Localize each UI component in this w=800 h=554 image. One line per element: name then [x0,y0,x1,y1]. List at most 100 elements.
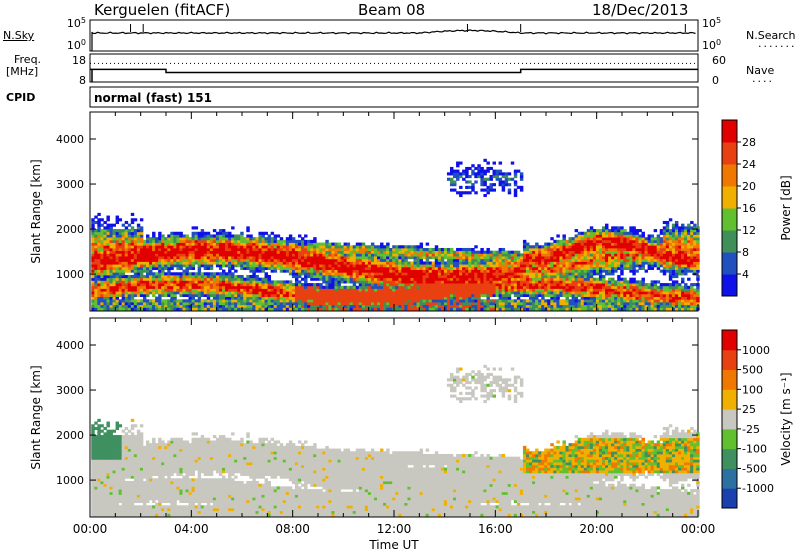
power-cell [595,288,600,292]
power-cell [483,269,487,273]
power-cell [209,291,214,295]
power-cell [516,304,521,308]
power-cell [212,229,217,233]
power-cell [109,307,113,311]
power-cell [91,269,95,273]
power-cell [398,304,402,308]
power-cell [571,283,576,287]
power-cell [468,253,472,257]
power-cell [273,296,278,300]
power-cell [398,280,402,284]
power-cell [325,293,329,297]
power-cell [638,258,642,262]
power-cell [279,266,284,270]
power-cell [380,253,384,257]
power-cell [304,285,308,289]
power-cell [136,288,141,292]
power-cell [373,277,378,281]
power-cell [410,256,414,260]
power-cell [392,293,396,297]
power-cell [571,291,576,295]
power-cell [456,247,460,252]
power-cell [133,277,138,281]
power-cell [471,183,475,187]
power-cell [386,285,390,289]
power-cell [355,269,360,273]
power-cell [340,272,344,276]
power-cell [434,266,439,270]
power-cell [605,261,609,265]
power-cell [237,274,241,279]
power-cell [595,272,600,276]
power-cell [173,253,177,257]
power-cell [115,250,120,254]
power-cell [474,301,478,306]
power-cell [504,175,509,179]
power-cell [462,172,466,176]
power-cell [288,253,293,257]
power-cell [504,304,509,308]
power-cell [294,269,299,273]
power-cell [541,264,545,268]
power-cell [449,274,454,279]
power-cell [550,253,554,257]
power-cell [206,234,211,238]
power-cell [568,258,572,262]
power-cell [474,288,478,292]
power-cell [100,291,104,295]
power-cell [200,229,205,233]
power-cell [437,299,442,303]
power-cell [614,299,618,303]
power-cell [152,237,156,241]
power-cell [240,231,244,235]
power-cell [380,266,384,270]
power-cell [632,264,636,268]
power-cell [97,226,101,230]
power-cell [498,277,503,281]
power-cell [471,256,475,260]
power-cell [559,261,563,265]
power-cell [97,280,101,284]
power-cell [568,237,572,241]
power-cell [206,293,211,297]
power-cell [319,266,323,270]
power-cell [115,239,120,243]
power-cell [185,250,189,254]
power-cell [656,288,661,292]
power-cell [145,304,150,308]
power-cell [370,272,375,276]
power-cell [130,291,135,295]
power-cell [373,288,378,292]
power-cell [650,293,655,297]
power-cell [307,301,311,306]
power-cell [188,250,192,254]
power-cell [310,288,314,292]
power-cell [124,296,129,300]
power-cell [337,269,341,273]
power-cell [580,234,585,238]
power-cell [544,269,548,273]
power-cell [331,307,335,311]
power-cell [465,280,469,284]
power-cell [434,250,439,254]
power-cell [139,253,144,257]
power-cell [498,283,503,287]
power-cell [94,293,98,297]
power-cell [653,296,658,300]
power-cell [109,288,113,292]
power-cell [124,304,129,308]
power-cell [358,253,363,257]
power-cell [586,280,591,284]
power-cell [94,283,98,287]
power-cell [188,274,192,279]
power-cell [595,280,600,284]
power-cell [656,234,661,238]
power-cell [328,253,332,257]
power-cell [495,293,500,297]
power-cell [453,175,457,179]
power-cell [322,301,326,306]
power-cell [142,274,147,279]
power-cell [243,264,247,268]
power-cell [477,269,481,273]
power-cell [410,285,414,289]
